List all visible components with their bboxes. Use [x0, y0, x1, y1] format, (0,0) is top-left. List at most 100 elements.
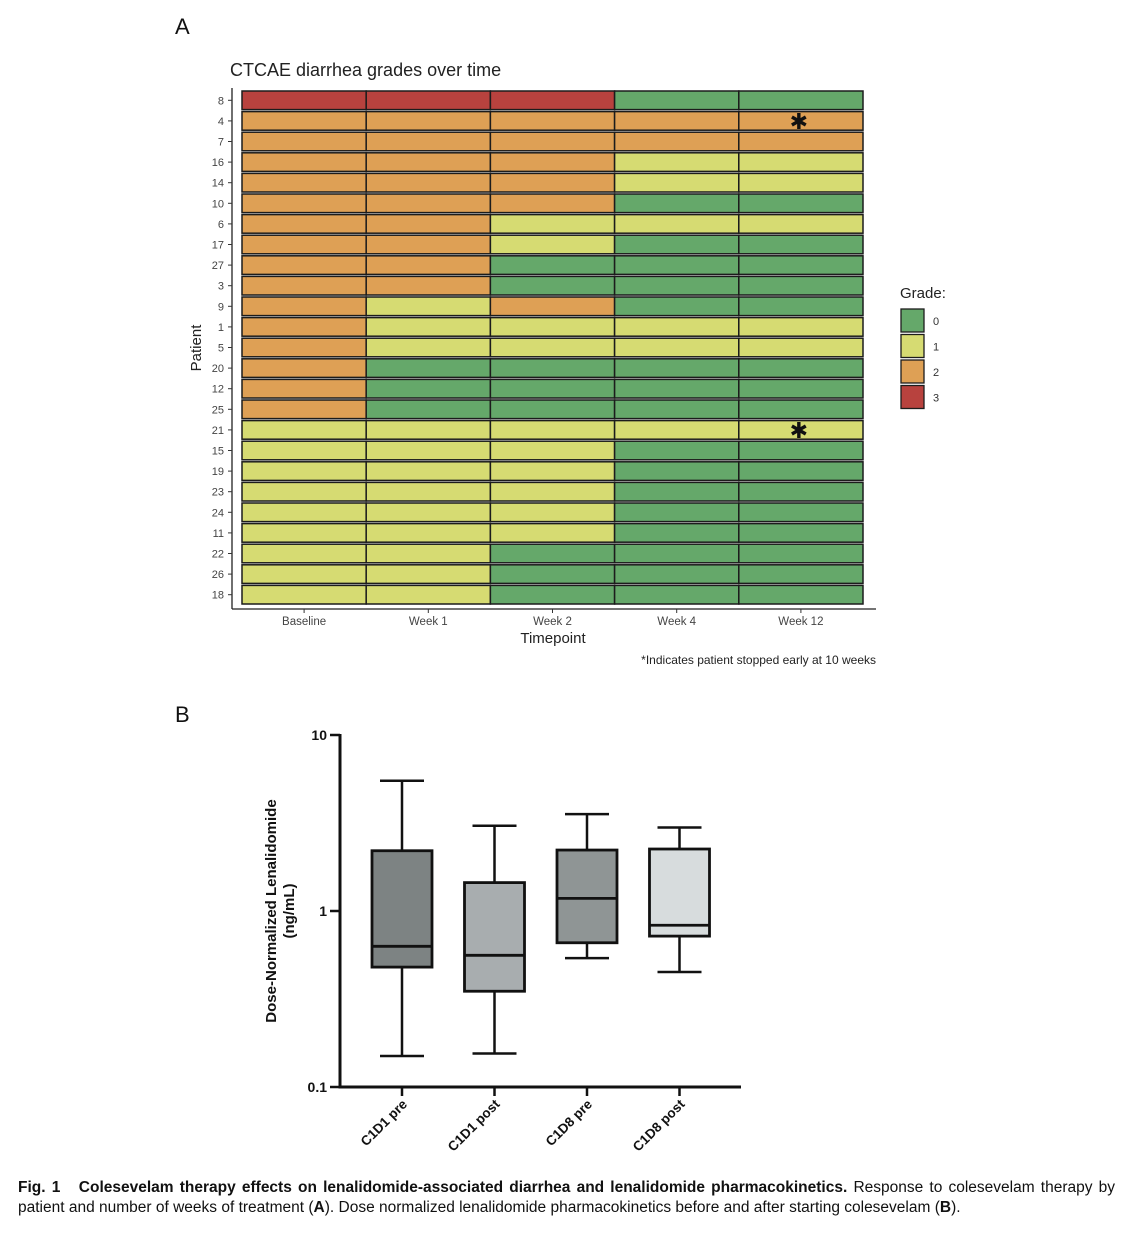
legend-swatch	[900, 359, 925, 384]
heatmap-cell	[241, 275, 367, 296]
heatmap-y-tick-label: 17	[212, 240, 224, 252]
heatmap-cell	[365, 461, 492, 482]
boxplot-y-axis-label-line: Dose-Normalized Lenalidomide	[263, 799, 280, 1022]
heatmap-cell	[241, 522, 367, 543]
heatmap-cell	[738, 131, 864, 152]
caption-text-3: ).	[951, 1198, 961, 1216]
heatmap-cell	[365, 543, 492, 564]
boxplot-y-tick-label: 1	[319, 903, 327, 919]
heatmap-y-tick-label: 21	[212, 425, 224, 437]
box-c1d1-post	[463, 824, 526, 1055]
caption-title: Colesevelam therapy effects on lenalidom…	[78, 1179, 848, 1196]
heatmap-cell	[738, 296, 864, 317]
heatmap-cell	[613, 152, 740, 173]
heatmap-cell	[489, 193, 616, 214]
heatmap-cell	[489, 522, 616, 543]
heatmap-cell	[365, 275, 492, 296]
heatmap-axes	[231, 88, 876, 610]
legend-label: 1	[933, 342, 939, 354]
heatmap-cell	[489, 255, 616, 276]
heatmap-y-tick-label: 24	[212, 507, 224, 519]
heatmap-cell	[613, 399, 740, 420]
heatmap-cell	[241, 419, 367, 440]
heatmap-cell	[489, 564, 616, 585]
box-c1d8-post	[648, 826, 711, 974]
heatmap-cell	[613, 461, 740, 482]
heatmap-cell	[738, 172, 864, 193]
heatmap-cell	[489, 337, 616, 358]
boxplot-y-tick-label: 10	[311, 727, 327, 743]
heatmap-cell	[613, 358, 740, 379]
heatmap-cell	[613, 564, 740, 585]
heatmap-cell	[738, 358, 864, 379]
legend-swatch	[900, 384, 925, 410]
heatmap-cell	[738, 255, 864, 276]
heatmap-cell	[613, 275, 740, 296]
heatmap-cell	[365, 90, 492, 111]
heatmap-y-tick-label: 10	[212, 198, 224, 210]
heatmap-cell	[489, 213, 616, 234]
heatmap-cell	[613, 213, 740, 234]
heatmap-x-tick-label: Week 12	[778, 616, 823, 628]
heatmap-cell	[613, 502, 740, 523]
heatmap-cell	[613, 90, 740, 111]
heatmap-cell	[241, 255, 367, 276]
heatmap-y-tick-label: 5	[218, 343, 224, 355]
heatmap-note: *Indicates patient stopped early at 10 w…	[641, 653, 876, 667]
heatmap-cell	[738, 378, 864, 399]
heatmap-y-tick-label: 19	[212, 466, 224, 478]
heatmap-x-tick-labels: Baseline Week 1 Week 2 Week 4 Week 12	[282, 609, 823, 628]
heatmap-cell	[489, 419, 616, 440]
heatmap-y-tick-label: 22	[212, 549, 224, 561]
heatmap-cell	[365, 193, 492, 214]
heatmap-cell	[738, 419, 864, 440]
heatmap-cell	[241, 152, 367, 173]
heatmap-cell	[613, 481, 740, 502]
heatmap-star-annotation: ✱	[790, 109, 808, 134]
heatmap-cell	[613, 255, 740, 276]
box-iqr	[463, 881, 526, 993]
heatmap-cell	[489, 90, 616, 111]
heatmap-cell	[489, 275, 616, 296]
heatmap-cell	[489, 152, 616, 173]
heatmap-cell	[365, 502, 492, 523]
heatmap-cell	[365, 337, 492, 358]
heatmap-cell	[241, 584, 367, 605]
heatmap-cell	[613, 234, 740, 255]
heatmap-cells	[241, 90, 864, 605]
heatmap-cell	[241, 461, 367, 482]
boxplot-y-axis-label-line: (ng/mL)	[281, 884, 298, 939]
heatmap-cell	[365, 152, 492, 173]
heatmap-y-tick-label: 18	[212, 590, 224, 602]
heatmap-x-tick-label: Week 2	[533, 616, 572, 628]
heatmap-y-axis-label: Patient	[188, 324, 205, 372]
heatmap-cell	[365, 564, 492, 585]
heatmap-cell	[241, 193, 367, 214]
heatmap-cell	[738, 399, 864, 420]
heatmap-x-axis-label: Timepoint	[520, 630, 586, 647]
heatmap-cell	[613, 522, 740, 543]
heatmap-cell	[613, 440, 740, 461]
heatmap-x-tick-label: Baseline	[282, 616, 326, 628]
heatmap-cell	[365, 255, 492, 276]
heatmap-y-tick-label: 14	[212, 178, 224, 190]
heatmap-cell	[365, 172, 492, 193]
boxplot-y-axis-label: Dose-Normalized Lenalidomide(ng/mL)	[263, 799, 298, 1022]
heatmap-cell	[613, 172, 740, 193]
heatmap-cell	[365, 419, 492, 440]
heatmap-cell	[738, 481, 864, 502]
heatmap-cell	[365, 481, 492, 502]
heatmap-cell	[241, 234, 367, 255]
heatmap-cell	[365, 234, 492, 255]
heatmap-cell	[738, 234, 864, 255]
heatmap-cell	[365, 296, 492, 317]
heatmap-cell	[738, 193, 864, 214]
heatmap-legend: Grade: 0 1 2 3	[900, 285, 946, 410]
heatmap-cell	[241, 110, 367, 131]
heatmap-cell	[738, 502, 864, 523]
heatmap-y-tick-label: 8	[218, 95, 224, 107]
heatmap-cell	[241, 378, 367, 399]
heatmap-cell	[613, 296, 740, 317]
heatmap-cell	[613, 110, 740, 131]
heatmap-y-tick-labels: 8471614106172739152012252115192324112226…	[212, 95, 232, 602]
